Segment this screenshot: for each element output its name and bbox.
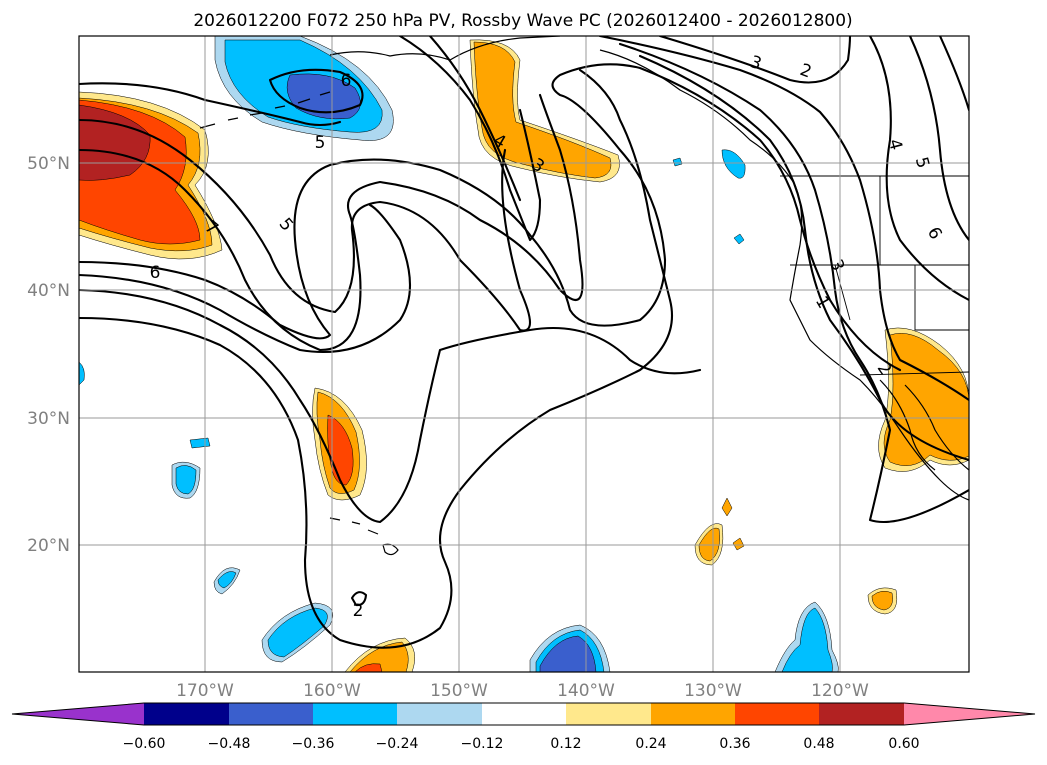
colorbar-tick-label: 0.24: [635, 736, 666, 752]
pv-contour-small-2: [350, 591, 368, 607]
neg-anomaly-west-2: [189, 437, 211, 449]
pv-contour-west-3: [79, 93, 584, 352]
latitude-labels: 50°N 40°N 30°N 20°N: [27, 154, 70, 556]
pos-anomaly-south-red: [354, 663, 383, 672]
pos-anomaly-south-core: [349, 641, 409, 672]
hawaii-islands: [329, 517, 399, 556]
colorbar-tick-label: 0.12: [550, 736, 581, 752]
pv-contour-central-3: [79, 288, 702, 524]
pv-contour-west-1: [79, 82, 342, 127]
lon-label: 130°W: [684, 681, 742, 701]
colorbar: −0.60 −0.48 −0.36 −0.24 −0.12 0.12 0.24 …: [11, 702, 1036, 752]
longitude-labels: 170°W 160°W 150°W 140°W 130°W 120°W: [176, 681, 869, 701]
map-frame: [78, 35, 970, 673]
lon-label: 120°W: [811, 681, 869, 701]
colorbar-segment: [313, 703, 397, 725]
neg-anomaly-coast-1: [721, 149, 746, 179]
lon-label: 150°W: [430, 681, 488, 701]
colorbar-extend-min: [12, 703, 144, 725]
pv-contour-central-1: [79, 63, 902, 372]
colorbar-segment: [651, 703, 735, 725]
pv-contour-east-7: [938, 36, 969, 112]
us-west-coast: [789, 244, 969, 501]
alaska-coast: [329, 36, 561, 61]
pv-contour-east-4: [658, 36, 852, 84]
lat-label: 20°N: [27, 536, 70, 556]
baja-coast: [879, 379, 969, 471]
colorbar-segment: [819, 703, 904, 725]
neg-anomaly-west-1-core: [175, 465, 197, 495]
us-states: [790, 176, 969, 331]
colorbar-tick-label: 0.60: [888, 736, 919, 752]
colorbar-tick-label: −0.12: [461, 736, 504, 752]
coastlines: [199, 36, 969, 556]
neg-anomaly-south-2-center: [539, 635, 597, 672]
aleutian-islands: [199, 91, 331, 129]
pos-anomaly-west-core: [79, 104, 151, 181]
pv-contour-east-5: [868, 36, 969, 302]
neg-anomaly-west-3-core: [217, 571, 237, 589]
neg-anomaly-coast-2: [733, 233, 745, 245]
bc-coast: [599, 49, 803, 246]
colorbar-tick-label: 0.36: [719, 736, 750, 752]
colorbar-outline: [11, 702, 1036, 726]
colorbar-ticks: −0.60 −0.48 −0.36 −0.24 −0.12 0.12 0.24 …: [123, 736, 920, 752]
lon-label: 140°W: [557, 681, 615, 701]
contour-label: 4: [884, 137, 906, 153]
gridlines: [79, 36, 969, 672]
lon-label: 170°W: [176, 681, 234, 701]
pv-contour-north-2: [428, 36, 522, 202]
pv-contour-aleut-loop: [268, 68, 364, 114]
lat-label: 50°N: [27, 154, 70, 174]
neg-anomaly-coast-3: [672, 157, 683, 167]
colorbar-extend-max: [904, 703, 1035, 725]
neg-anomaly-south-3-core: [781, 607, 833, 672]
map-panel: 6 5 4 3 7 5 6 3 2 4 5 6 3 1 2 2: [78, 35, 970, 673]
pos-anomaly-130w-3: [732, 537, 745, 551]
pv-contour-north-1: [398, 36, 542, 242]
colorbar-segment: [566, 703, 651, 725]
pv-contour-west-2: [79, 118, 532, 332]
pv-contour-central-4: [79, 68, 674, 649]
us-mexico-border: [859, 371, 969, 376]
pv-contour-east-6: [908, 36, 969, 242]
colorbar-tick-label: −0.60: [123, 736, 166, 752]
lon-label: 160°W: [303, 681, 361, 701]
pos-anomaly-115w-core: [871, 590, 893, 611]
pc-shading: [79, 36, 969, 672]
neg-anomaly-left-edge: [79, 361, 85, 386]
contour-label: 5: [315, 133, 326, 153]
colorbar-segment: [229, 703, 313, 725]
colorbar-segment: [735, 703, 819, 725]
neg-anomaly-aleutian-center: [286, 73, 361, 120]
contour-label: 6: [150, 263, 161, 283]
colorbar-tick-label: −0.24: [376, 736, 419, 752]
colorbar-tick-label: −0.36: [292, 736, 335, 752]
pos-anomaly-gulf-core: [473, 41, 612, 179]
pv-contour-east-2: [618, 42, 969, 524]
lat-label: 30°N: [27, 409, 70, 429]
contour-label: 5: [911, 155, 933, 171]
figure-title: 2026012200 F072 250 hPa PV, Rossby Wave …: [193, 11, 852, 31]
colorbar-segment: [482, 703, 566, 725]
colorbar-tick-label: −0.48: [208, 736, 251, 752]
colorbar-segment: [144, 703, 229, 725]
pos-anomaly-130w-2: [721, 497, 733, 517]
contour-label: 6: [341, 71, 352, 91]
lat-label: 40°N: [27, 281, 70, 301]
pv-contour-central-2: [79, 203, 412, 354]
colorbar-tick-label: 0.48: [803, 736, 834, 752]
colorbar-segment: [397, 703, 482, 725]
contour-label: 2: [353, 601, 364, 621]
